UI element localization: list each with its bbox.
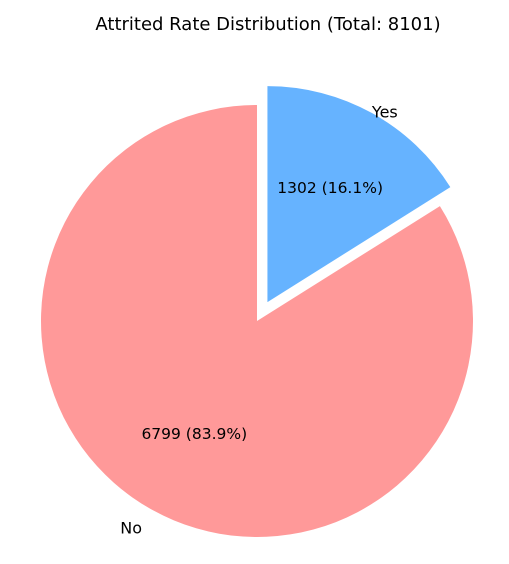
slice-label-yes: Yes — [371, 103, 398, 122]
pie-slice-yes — [267, 86, 451, 303]
slice-value-label-yes: 1302 (16.1%) — [277, 179, 383, 197]
pie-slice-no — [41, 105, 474, 537]
pie-slices — [41, 86, 474, 537]
slice-label-no: No — [120, 518, 142, 537]
slice-value-label-no: 6799 (83.9%) — [141, 425, 247, 443]
pie-labels: Yes 1302 (16.1%) No 6799 (83.9%) — [120, 103, 397, 538]
chart-title: Attrited Rate Distribution (Total: 8101) — [95, 14, 440, 35]
